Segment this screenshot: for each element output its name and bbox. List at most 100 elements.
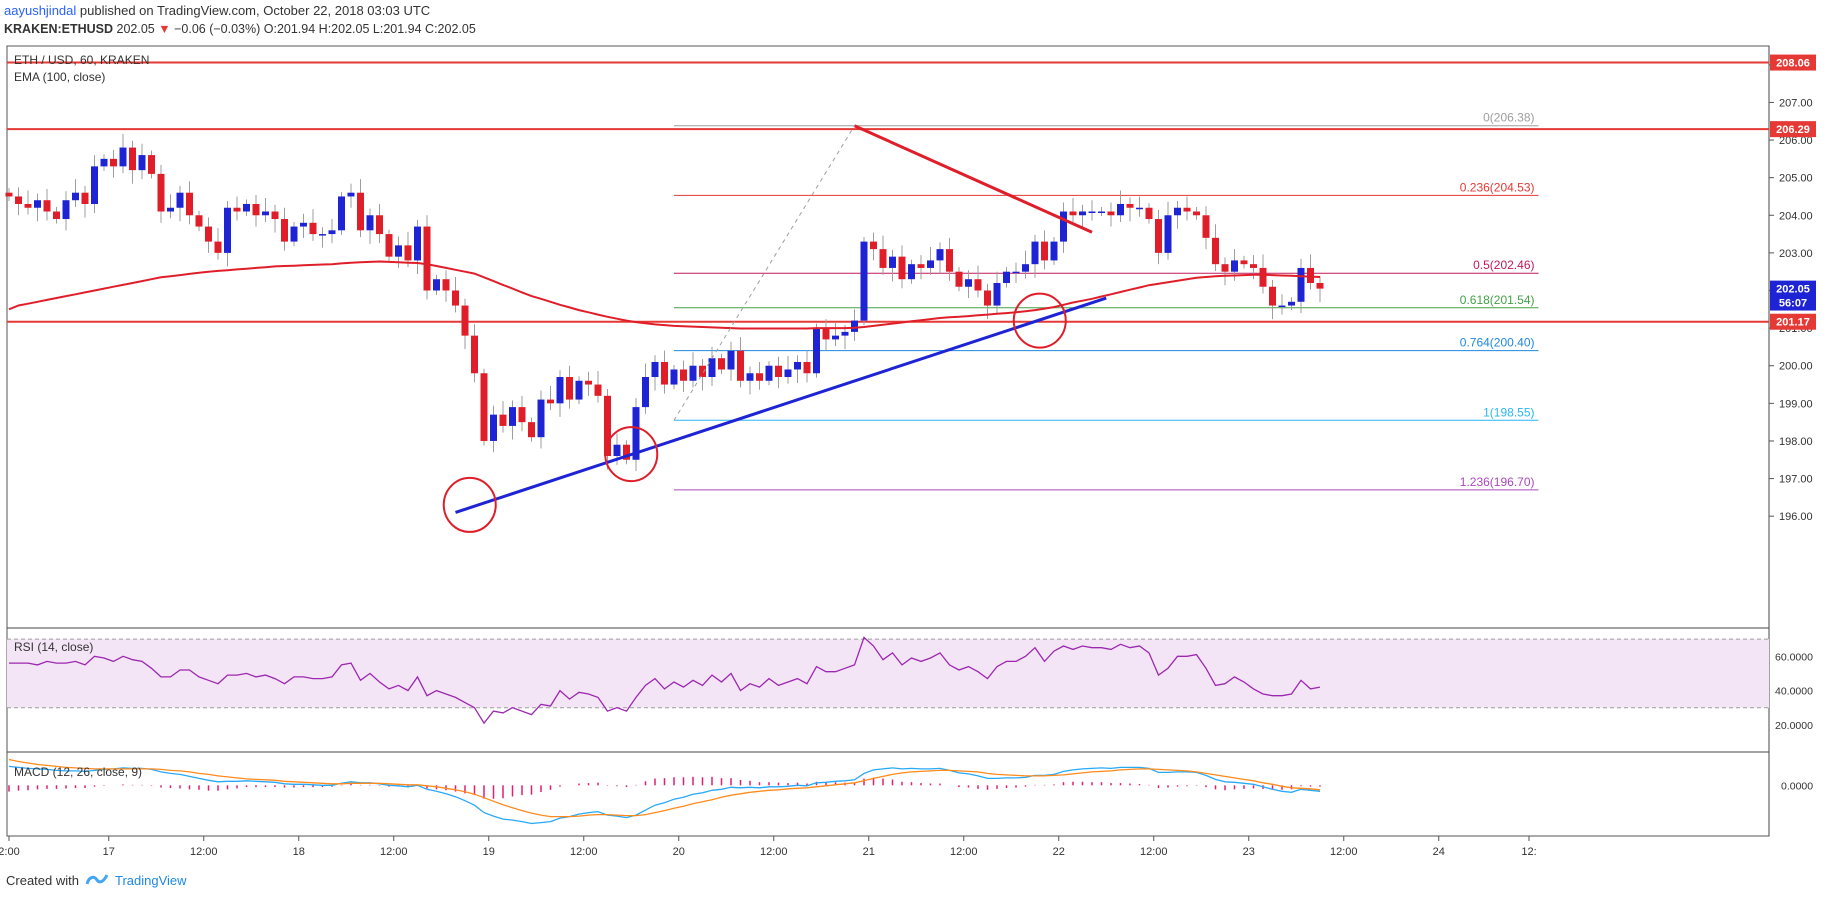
highlight-circle [442,476,497,533]
time-tick-label: 23 [1243,846,1255,858]
highlight-circle [604,426,659,483]
down-arrow-icon: ▼ [158,22,171,36]
candle-body [442,279,450,291]
candle-body [243,203,250,212]
ticker-change: −0.06 (−0.03%) [174,22,261,36]
time-tick-label: 20 [673,846,685,858]
candle-body [233,207,241,212]
candle-body [547,399,554,404]
candle-body [993,282,1001,306]
candle-body [927,260,934,268]
candle-body [91,166,98,204]
price-tick-label: 199.00 [1779,398,1813,410]
candle-body [1136,207,1143,210]
candle-body [1050,241,1058,261]
candle-body [984,290,991,306]
candle-body [1202,215,1210,238]
price-tag-label: 206.29 [1776,124,1810,136]
candle-body [623,444,630,460]
fib-level-label: 0.618(201.54) [1460,293,1535,307]
publish-header: aayushjindal published on TradingView.co… [4,2,476,38]
candle-body [224,207,231,253]
candle-body [452,290,459,306]
price-axis[interactable]: 196.00197.00198.00199.00200.00201.00202.… [1769,54,1816,793]
candle-body [1288,301,1295,306]
candle-body [566,377,573,400]
candle-body [376,215,383,235]
candle-body [1003,271,1010,283]
footer: Created with TradingView [6,872,187,889]
candle-body [338,196,345,231]
time-tick-label: 12: [1521,846,1536,858]
price-pane[interactable]: 0(206.38) 0.236(204.53) 0.5(202.46) 0.618(2… [5,61,1770,533]
candle-body [889,256,896,268]
candle-body [34,200,41,208]
fib-level-label: 1(198.55) [1483,405,1534,419]
candle-body [756,373,763,381]
ticker-open: O:201.94 [263,22,316,36]
candle-body [1174,207,1181,216]
candle-body [556,377,564,404]
candle-body [661,361,668,385]
chart-title: ETH / USD, 60, KRAKEN [14,53,149,67]
candle-body [737,350,744,381]
ticker-line: KRAKEN:ETHUSD 202.05 ▼ −0.06 (−0.03%) O:… [4,20,476,38]
candle-body [974,279,982,291]
time-tick-label: 18 [293,846,305,858]
time-tick-label: 12:00 [380,846,408,858]
time-tick-label: 12:00 [1140,846,1168,858]
candle-body [594,384,602,396]
candle-body [281,219,288,242]
candle-body [395,245,402,257]
candle-body [775,365,782,378]
candle-body [423,226,431,291]
chart-border [6,45,1770,837]
time-tick-label: 12:00 [190,846,218,858]
bullish-trendline [455,296,1107,514]
candle-body [43,200,51,212]
candle-body [803,361,811,374]
candle-body [461,305,469,336]
author-link[interactable]: aayushjindal [4,3,77,18]
candle-body [642,377,649,408]
candle-body [186,192,193,216]
rsi-line [9,636,1321,725]
price-tick-label: 197.00 [1779,474,1813,486]
candle-body [480,373,488,441]
price-tag-label: 202.05 [1776,284,1810,296]
candle-body [1060,211,1067,242]
candle-body [1183,207,1191,212]
candle-body [651,361,659,378]
candle-body [841,331,849,336]
candle-body [290,226,298,242]
time-tick-label: 12:00 [1330,846,1358,858]
time-tick-label: 17 [103,846,115,858]
time-axis[interactable]: 2:00 17 12:00 18 12:00 19 12:00 20 12:00 21 12:00 2… [0,836,1537,858]
rsi-legend: RSI (14, close) [14,640,93,654]
macd-pane[interactable] [8,758,1321,825]
candle-body [357,192,364,231]
candle-body [1117,203,1124,216]
price-tag [1770,121,1816,138]
chart-canvas[interactable]: 0(206.38) 0.236(204.53) 0.5(202.46) 0.618(2… [0,0,1828,860]
rsi-pane[interactable] [7,636,1769,725]
tradingview-brand[interactable]: TradingView [114,873,187,888]
candle-body [822,328,830,340]
macd-tick-label: 0.0000 [1781,780,1813,792]
candle-body [300,222,307,227]
fib-level-label: 0.236(204.53) [1460,180,1535,194]
candle-body [157,173,165,212]
price-tick-label: 198.00 [1779,436,1813,448]
ticker-last: 202.05 [116,22,155,36]
candle-body [319,234,326,236]
candle-body [518,407,526,423]
candle-body [699,365,706,378]
candle-body [1316,282,1324,289]
candle-body [1212,237,1219,265]
candle-body [851,320,858,332]
candle-body [366,215,374,231]
tradingview-logo-icon[interactable] [85,872,109,889]
price-tag [1770,280,1816,297]
candle-body [1240,260,1248,265]
fib-level-label: 1.236(196.70) [1460,475,1535,489]
